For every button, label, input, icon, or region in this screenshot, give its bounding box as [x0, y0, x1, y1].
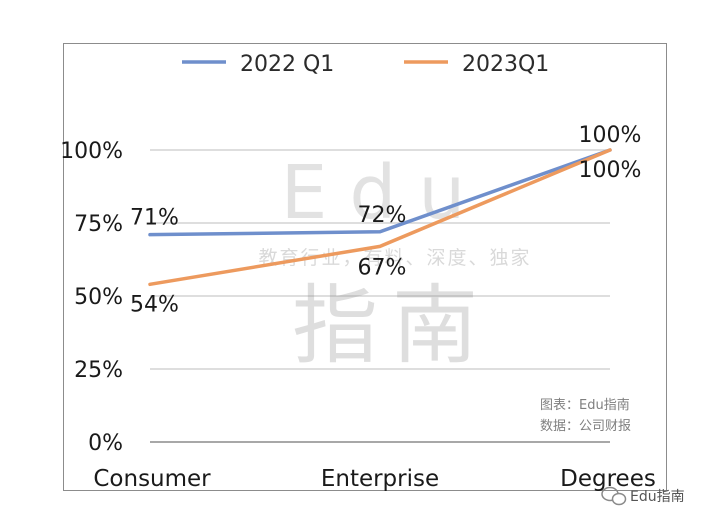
data-labels: 71% 72% 100% 54% 67% 100% [130, 123, 641, 317]
x-tick-label: Enterprise [321, 466, 439, 492]
data-label: 54% [130, 292, 179, 317]
series-line-1 [148, 148, 612, 287]
y-tick-label: 75% [74, 212, 123, 237]
wechat-icon [601, 486, 627, 506]
series-line-0 [148, 148, 612, 237]
data-label: 72% [358, 203, 407, 228]
data-label: 100% [579, 123, 642, 148]
series-lines [148, 148, 612, 287]
watermark-tagline: 教育行业，有料、深度、独家 [258, 247, 531, 269]
legend-label-2022q1: 2022 Q1 [240, 52, 334, 77]
y-tick-label: 25% [74, 358, 123, 383]
watermark: Edu 教育行业，有料、深度、独家 指南 [258, 150, 531, 376]
wechat-watermark: Edu指南 [601, 486, 685, 506]
source-chart-credit: 图表：Edu指南 [540, 397, 630, 413]
watermark-name: 指南 [292, 276, 492, 376]
x-tick-label: Consumer [93, 466, 211, 492]
y-tick-label: 50% [74, 285, 123, 310]
wechat-account-name: Edu指南 [630, 489, 685, 505]
source-data-credit: 数据：公司财报 [540, 419, 631, 434]
chart-frame [63, 43, 667, 491]
legend: 2022 Q1 2023Q1 [182, 52, 549, 77]
y-tick-label: 100% [60, 139, 123, 164]
x-axis-ticks: Consumer Enterprise Degrees [93, 466, 655, 492]
y-tick-label: 0% [88, 431, 123, 456]
legend-label-2023q1: 2023Q1 [462, 52, 549, 77]
y-axis-ticks: 0% 25% 50% 75% 100% [60, 139, 123, 456]
data-label: 71% [130, 206, 179, 231]
data-label: 100% [579, 158, 642, 183]
data-label: 67% [358, 255, 407, 280]
gridlines [150, 149, 610, 443]
